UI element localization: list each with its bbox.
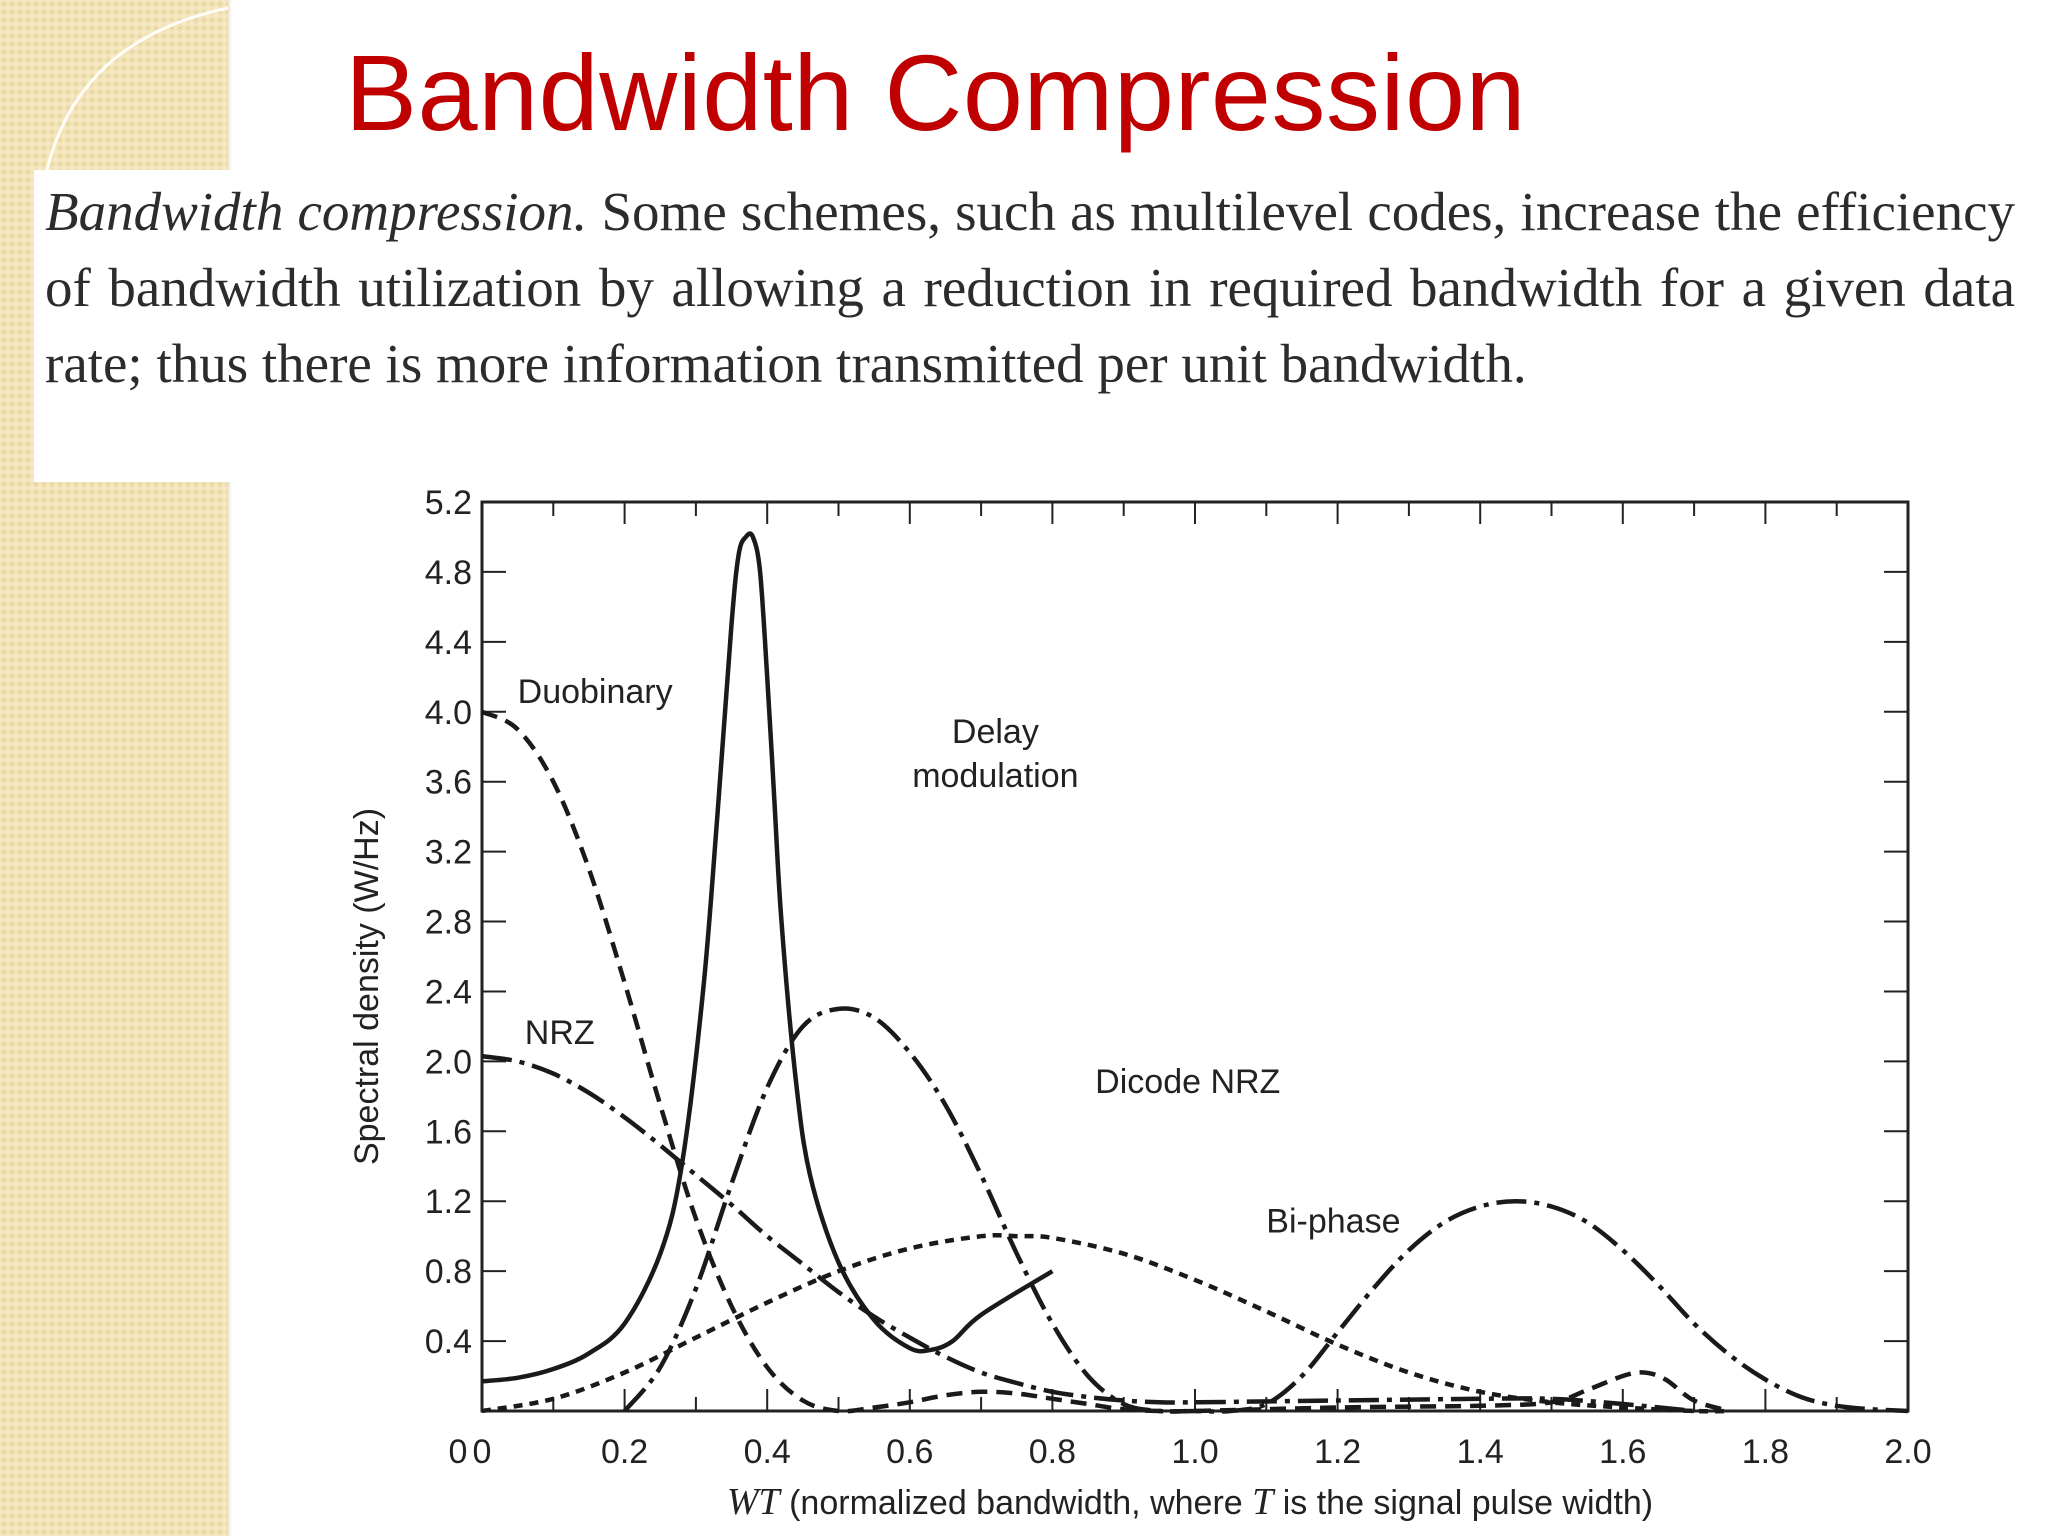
y-tick-label: 4.4 — [425, 624, 472, 662]
x-tick-label: 0.2 — [601, 1433, 648, 1471]
x-tick-label: 0.8 — [1029, 1433, 1076, 1471]
y-tick-labels: 0.4 0.8 1.2 1.6 2.0 2.4 2.8 3.2 3.6 4.0 4.4 4.8 5.2 — [425, 484, 472, 1361]
x-tick-label: 1.8 — [1742, 1433, 1789, 1471]
y-tick-label: 2.4 — [425, 973, 472, 1011]
series-lines — [481, 531, 1909, 1414]
annotation-label: modulation — [912, 757, 1078, 795]
x-tick-label: 1.4 — [1457, 1433, 1504, 1471]
excerpt-lead: Bandwidth compression. — [45, 181, 588, 242]
annotation-label: Duobinary — [518, 673, 673, 711]
y-tick-label: 1.2 — [425, 1183, 472, 1221]
series-delay-modulation — [481, 531, 1054, 1384]
decorative-corner-arc — [43, 6, 229, 179]
x-axis-title-part: T — [1252, 1481, 1276, 1523]
y-tick-label: 4.8 — [425, 554, 472, 592]
origin-label: 0 — [449, 1433, 468, 1471]
y-tick-label: 3.6 — [425, 764, 472, 802]
y-tick-label: 1.6 — [425, 1113, 472, 1151]
x-axis-title: WT (normalized bandwidth, where T is the… — [727, 1481, 1653, 1523]
series-nrz — [481, 1053, 1695, 1414]
y-tick-label: 4.0 — [425, 694, 472, 732]
y-tick-label: 3.2 — [425, 834, 472, 872]
series-bi-phase — [481, 1232, 1730, 1414]
x-axis-title-part: is the signal pulse width) — [1273, 1484, 1653, 1522]
x-tick-label: 0 — [473, 1433, 492, 1471]
y-tick-label: 0.8 — [425, 1253, 472, 1291]
x-tick-label: 0.4 — [744, 1433, 791, 1471]
series-dicode-nrz — [622, 1006, 1909, 1414]
x-tick-label: 0.6 — [886, 1433, 933, 1471]
x-tick-label: 1.6 — [1599, 1433, 1646, 1471]
plot-frame — [480, 500, 1910, 1413]
x-tick-label: 2.0 — [1884, 1433, 1931, 1471]
x-tick-label: 1.2 — [1314, 1433, 1361, 1471]
axis-ticks — [481, 501, 1909, 1411]
annotation-label: Delay — [952, 713, 1039, 751]
excerpt-body: Some schemes, such as multilevel codes, … — [45, 181, 2016, 394]
annotation-label: Dicode NRZ — [1095, 1063, 1280, 1101]
y-tick-label: 5.2 — [425, 484, 472, 522]
slide-title: Bandwidth Compression — [345, 32, 1527, 153]
y-tick-label: 0.4 — [425, 1323, 472, 1361]
side-strip-edge — [228, 0, 232, 1536]
y-tick-label: 2.0 — [425, 1043, 472, 1081]
x-axis-title-part: (normalized bandwidth, where — [780, 1484, 1252, 1522]
series-duobinary — [481, 709, 1731, 1414]
x-axis-title-part: WT — [727, 1481, 783, 1523]
excerpt-background — [34, 170, 2034, 482]
annotation-label: NRZ — [525, 1014, 595, 1052]
annotation-label: Bi-phase — [1266, 1203, 1400, 1241]
excerpt-paragraph: Bandwidth compression. Some schemes, suc… — [45, 174, 2015, 402]
curve-annotations: Duobinary Delay modulation NRZ Dicode NRZ Bi-… — [518, 673, 1401, 1241]
y-axis-title: Spectral density (W/Hz) — [348, 808, 386, 1165]
x-tick-label: 1.0 — [1171, 1433, 1218, 1471]
x-tick-labels: 0 0.2 0.4 0.6 0.8 1.0 1.2 1.4 1.6 1.8 2.0 0 — [449, 1433, 1932, 1471]
y-tick-label: 2.8 — [425, 904, 472, 942]
